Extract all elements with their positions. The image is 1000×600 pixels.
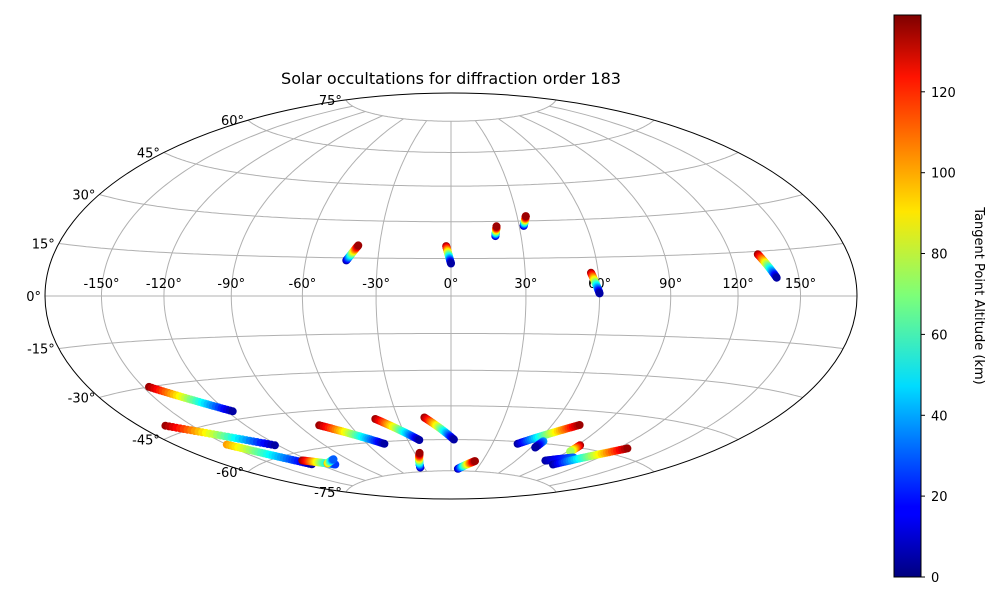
map-boundary [44,92,858,500]
colorbar-ticks: 0 20 40 60 80 100 120 [921,86,956,586]
lon-tick-label: 120° [722,277,753,292]
lon-tick-label: 90° [659,277,682,292]
lon-tick-label: 150° [785,277,816,292]
parallel-line [99,194,803,223]
occultation-point [575,421,584,429]
occultation-point [471,457,479,466]
occultation-point [521,212,530,221]
colorbar [893,14,922,578]
lat-tick-label: -75° [314,486,342,501]
lon-tick-label: 30° [514,277,537,292]
colorbar-tick-label: 40 [931,409,948,424]
colorbar-label: Tangent Point Altitude (km) [971,206,986,384]
colorbar-tick-label: 0 [931,571,939,586]
parallel-line [99,369,803,398]
occultation-point [354,241,363,250]
occultation-points [145,212,781,473]
lon-tick-label: -90° [217,277,245,292]
occultation-point [415,448,424,457]
colorbar-tick-label: 100 [931,167,956,182]
lat-tick-label: -15° [27,343,55,358]
lat-tick-label: 30° [72,189,95,204]
occultation-point [329,455,338,464]
lat-tick-label: -60° [216,466,244,481]
lon-tick-label: -150° [83,277,119,292]
lat-tick-label: -30° [68,392,96,407]
tick-labels: -150° -120° -90° -60° -30° 0° 30° 60° 90° 120° 150… [26,94,816,501]
occultation-point [228,407,237,416]
occultation-point [447,259,455,268]
colorbar-tick-label: 120 [931,86,956,101]
occultation-point [492,222,501,231]
lat-tick-label: 0° [26,290,41,305]
lat-tick-label: 45° [137,147,160,162]
lon-tick-label: -30° [362,277,390,292]
colorbar-tick-label: 20 [931,490,948,505]
occultation-point [380,439,389,448]
parallel-line [345,99,557,122]
occultation-point [449,435,458,444]
occultation-point [415,436,424,444]
lon-tick-label: -60° [289,277,317,292]
occultation-point [270,441,279,450]
lat-tick-label: 75° [319,94,342,109]
parallel-line [163,405,739,440]
occultation-point [772,273,781,282]
colorbar-tick-label: 60 [931,328,948,343]
lon-tick-label: 0° [444,277,459,292]
chart-title: Solar occultations for diffraction order… [281,69,621,88]
lat-tick-label: 15° [32,238,55,253]
lat-tick-label: -45° [132,434,160,449]
occultation-point [566,447,575,456]
occultation-point [595,289,604,298]
parallel-line [163,152,739,187]
occultation-point [623,444,632,453]
lon-tick-label: -120° [146,277,182,292]
occultation-point [531,443,540,452]
colorbar-tick-label: 80 [931,248,948,263]
parallel-line [58,333,844,349]
parallel-line [247,119,655,153]
lat-tick-label: 60° [221,114,244,129]
parallel-line [345,470,557,493]
